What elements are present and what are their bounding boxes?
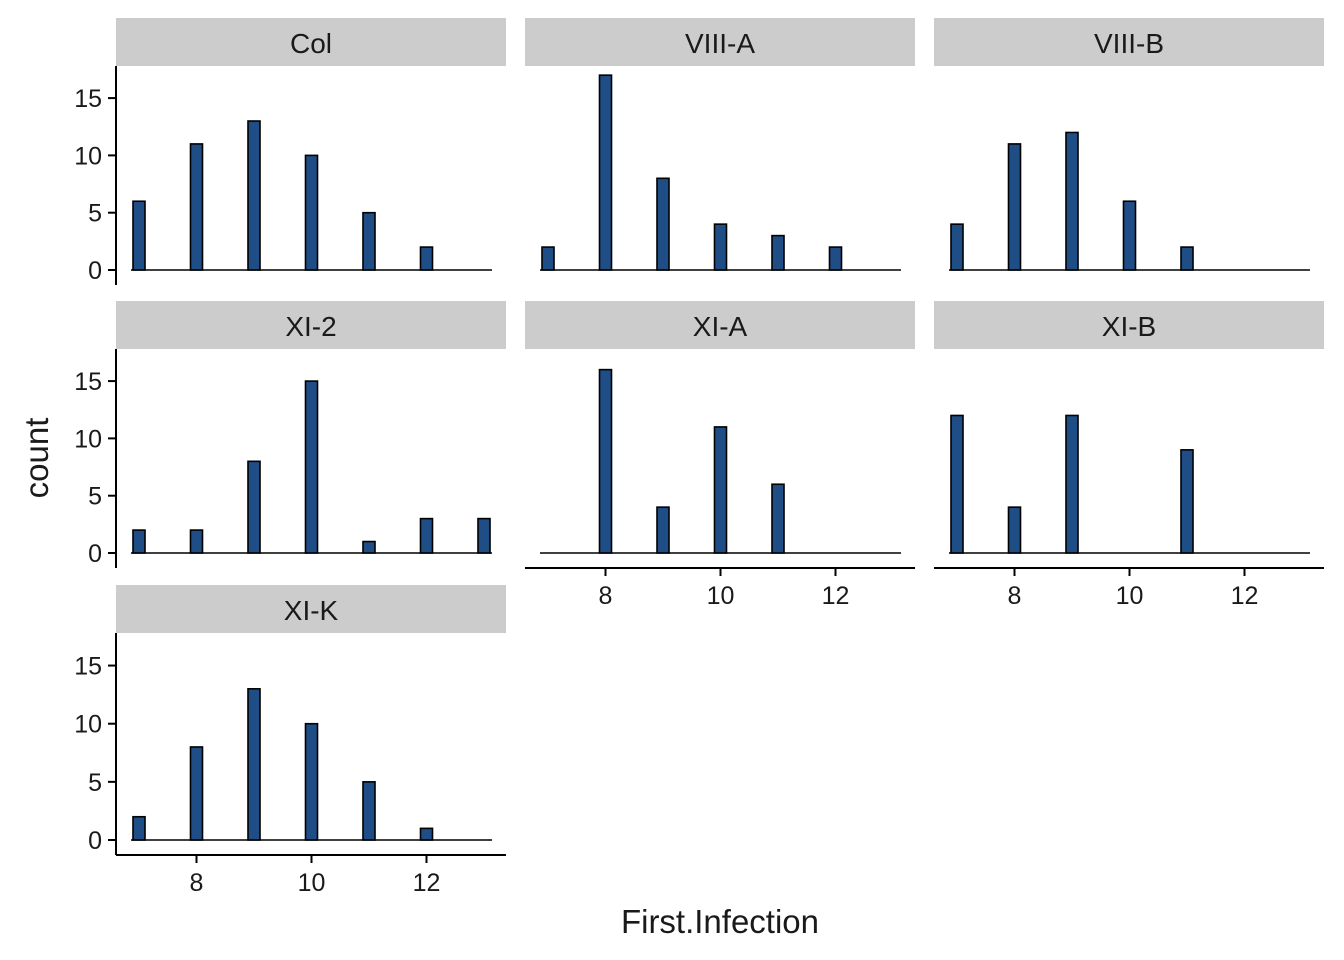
x-tick-label: 8: [1008, 582, 1022, 610]
histogram-bar: [304, 154, 319, 271]
histogram-bar: [362, 540, 376, 554]
y-tick-label: 15: [74, 368, 102, 396]
facet-strip: [525, 301, 915, 349]
x-tick-label: 8: [599, 582, 613, 610]
histogram-bar: [1065, 414, 1079, 554]
x-tick-label: 10: [1116, 582, 1144, 610]
y-tick-label: 5: [88, 769, 102, 797]
y-tick-label: 15: [74, 653, 102, 681]
y-axis-title: count: [18, 418, 55, 499]
histogram-bar: [1180, 449, 1194, 554]
facet-strip: [934, 301, 1324, 349]
y-tick-label: 0: [88, 827, 102, 855]
facet-strip-label: XI-A: [693, 311, 748, 342]
y-tick-label: 5: [88, 200, 102, 228]
x-tick-label: 8: [190, 869, 204, 897]
facet-strip-label: XI-K: [284, 595, 339, 626]
facet-strip: [116, 18, 506, 66]
histogram-bar: [771, 234, 785, 271]
y-tick-label: 0: [88, 257, 102, 285]
x-tick-label: 10: [298, 869, 326, 897]
histogram-bar: [1007, 506, 1022, 554]
y-tick-label: 0: [88, 540, 102, 568]
histogram-bar: [419, 827, 434, 841]
histogram-bar: [132, 200, 146, 271]
y-tick-label: 15: [74, 85, 102, 113]
x-axis-title: First.Infection: [621, 903, 819, 940]
facet-strip-label: VIII-B: [1094, 28, 1164, 59]
x-tick-label: 12: [413, 869, 441, 897]
histogram-bar: [1065, 131, 1079, 271]
histogram-bar: [1007, 143, 1022, 271]
facet-strip-label: XI-B: [1102, 311, 1156, 342]
x-tick-label: 12: [1231, 582, 1259, 610]
y-tick-label: 10: [74, 142, 102, 170]
facet-strip: [525, 18, 915, 66]
facet-strip: [116, 585, 506, 633]
histogram-bar: [132, 815, 146, 841]
histogram-bar: [771, 483, 785, 554]
histogram-bar: [247, 120, 261, 271]
histogram-bar: [598, 74, 613, 271]
histogram-bar: [656, 177, 670, 271]
histogram-bar: [304, 722, 319, 841]
facet-strip-label: XI-2: [285, 311, 336, 342]
facet-strip-label: VIII-A: [685, 28, 755, 59]
y-tick-label: 10: [74, 711, 102, 739]
histogram-bar: [950, 414, 964, 554]
histogram-bar: [598, 368, 613, 554]
x-tick-label: 10: [707, 582, 735, 610]
histogram-bar: [950, 223, 964, 271]
x-tick-label: 12: [822, 582, 850, 610]
histogram-bar: [189, 529, 204, 554]
facet-strip: [934, 18, 1324, 66]
histogram-bar: [132, 529, 146, 554]
histogram-bar: [541, 246, 555, 271]
histogram-bar: [419, 246, 434, 271]
histogram-bar: [713, 426, 728, 554]
histogram-bar: [1122, 200, 1137, 271]
histogram-bar: [477, 517, 491, 554]
facet-strip-label: Col: [290, 28, 332, 59]
histogram-bar: [247, 460, 261, 554]
facet-strip: [116, 301, 506, 349]
histogram-bar: [656, 506, 670, 554]
histogram-bar: [362, 781, 376, 841]
histogram-bar: [1180, 246, 1194, 271]
histogram-bar: [189, 746, 204, 841]
histogram-bar: [304, 380, 319, 554]
histogram-bar: [713, 223, 728, 271]
histogram-bar: [247, 688, 261, 841]
histogram-bar: [362, 211, 376, 271]
histogram-bar: [828, 246, 843, 271]
histogram-bar: [189, 143, 204, 271]
y-tick-label: 5: [88, 483, 102, 511]
histogram-bar: [419, 517, 434, 554]
y-tick-label: 10: [74, 425, 102, 453]
